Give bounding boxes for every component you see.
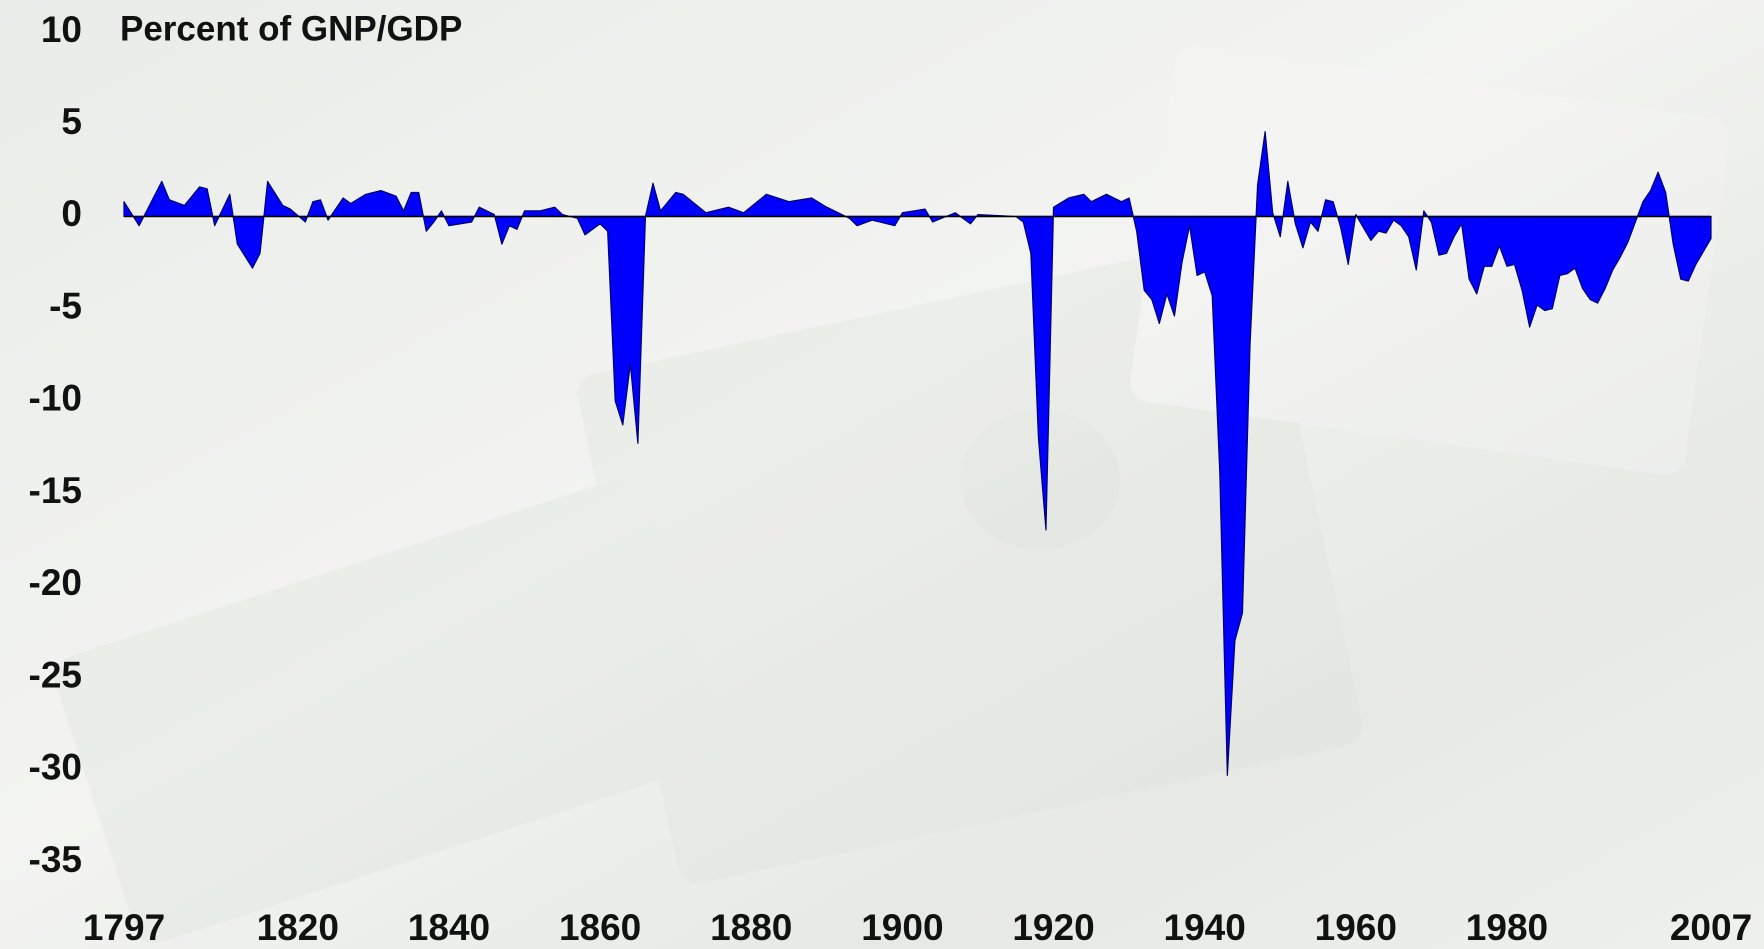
x-tick-label: 1920: [1012, 907, 1094, 948]
x-tick-label: 1960: [1315, 907, 1397, 948]
y-tick-label: -10: [29, 378, 82, 419]
y-tick-label: 0: [61, 193, 82, 234]
x-tick-label: 2007: [1670, 907, 1752, 948]
x-tick-label: 1860: [559, 907, 641, 948]
y-tick-label: 5: [61, 101, 82, 142]
y-tick-label: 10: [41, 9, 82, 50]
y-tick-label: -20: [29, 562, 82, 603]
x-tick-label: 1940: [1164, 907, 1246, 948]
chart: Percent of GNP/GDP 10 5 0 -5 -10 -15 -20 -25 -30…: [0, 0, 1764, 949]
chart-title: Percent of GNP/GDP: [120, 9, 462, 48]
x-tick-label: 1820: [257, 907, 339, 948]
x-tick-label: 1900: [861, 907, 943, 948]
y-tick-label: -25: [29, 654, 82, 695]
x-tick-label: 1880: [710, 907, 792, 948]
y-tick-label: -5: [49, 285, 82, 326]
x-tick-label: 1797: [83, 907, 165, 948]
x-tick-label: 1980: [1466, 907, 1548, 948]
page: Percent of GNP/GDP 10 5 0 -5 -10 -15 -20 -25 -30…: [0, 0, 1764, 949]
x-tick-label: 1840: [408, 907, 490, 948]
y-tick-label: -35: [29, 839, 82, 880]
y-tick-label: -30: [29, 747, 82, 788]
y-tick-label: -15: [29, 470, 82, 511]
